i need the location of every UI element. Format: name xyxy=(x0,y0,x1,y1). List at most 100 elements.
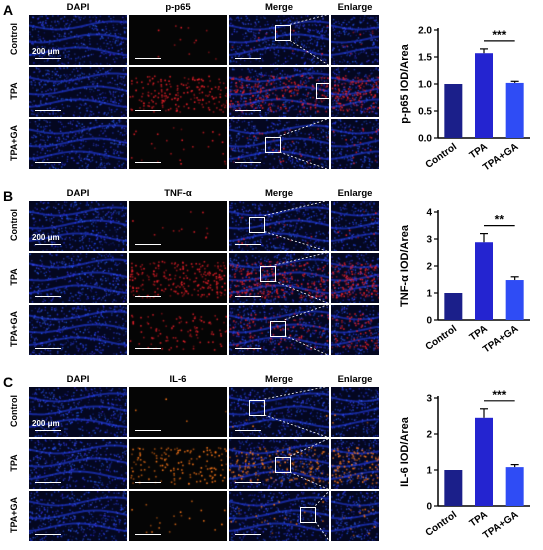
scale-bar xyxy=(235,243,261,245)
y-tick-label: 3 xyxy=(426,394,432,405)
y-tick-label: 4 xyxy=(426,208,432,219)
column-header: DAPI xyxy=(66,2,90,13)
column-header: Merge xyxy=(265,188,293,199)
column-header: DAPI xyxy=(66,374,90,385)
scale-bar xyxy=(35,109,61,111)
micrograph-tile: 200 μm xyxy=(28,14,128,66)
panel-letter: B xyxy=(3,188,14,204)
column-header: IL-6 xyxy=(169,374,187,385)
panel-letter: A xyxy=(3,2,14,18)
scale-bar xyxy=(35,243,61,245)
roi-box xyxy=(259,266,276,282)
panel-letter: C xyxy=(3,374,14,390)
scale-bar xyxy=(135,161,161,163)
scale-bar xyxy=(35,347,61,349)
scale-bar xyxy=(235,109,261,111)
bar xyxy=(475,242,493,320)
bar xyxy=(505,467,524,506)
micrograph-tile xyxy=(330,386,380,438)
micrograph-tile xyxy=(28,438,128,490)
micrograph-tile xyxy=(28,304,128,356)
y-tick-label: 3 xyxy=(426,235,432,246)
micrograph-tile xyxy=(128,490,228,542)
micrograph-tile xyxy=(228,66,330,118)
roi-box xyxy=(264,137,281,154)
y-tick-label: 0 xyxy=(426,502,432,513)
y-tick-label: 1.5 xyxy=(418,53,432,64)
scale-bar xyxy=(35,57,61,59)
micrograph-tile xyxy=(128,304,228,356)
significance-label: *** xyxy=(492,388,506,402)
scale-bar xyxy=(35,429,61,431)
significance-label: *** xyxy=(492,28,506,42)
roi-box xyxy=(300,506,317,523)
scale-bar xyxy=(235,533,261,535)
scale-bar-label: 200 μm xyxy=(32,233,60,242)
scale-bar xyxy=(135,57,161,59)
micrograph-tile xyxy=(128,386,228,438)
micrograph-tile xyxy=(128,252,228,304)
roi-box xyxy=(269,320,286,337)
column-header: Merge xyxy=(265,2,293,13)
scale-bar xyxy=(135,295,161,297)
y-tick-label: 0.0 xyxy=(418,134,432,145)
scale-bar xyxy=(135,429,161,431)
column-header: Enlarge xyxy=(337,2,373,13)
y-tick-label: 0.5 xyxy=(418,107,432,118)
y-tick-label: 1.0 xyxy=(418,80,432,91)
bar xyxy=(475,53,493,138)
scale-bar xyxy=(35,481,61,483)
bar xyxy=(444,470,463,506)
y-tick-label: 1 xyxy=(426,466,432,477)
y-tick-label: 2 xyxy=(426,430,432,441)
column-header: DAPI xyxy=(66,188,90,199)
micrograph-tile xyxy=(330,304,380,356)
y-tick-label: 2 xyxy=(426,262,432,273)
micrograph-tile xyxy=(28,118,128,170)
micrograph-tile xyxy=(330,14,380,66)
micrograph-tile xyxy=(128,438,228,490)
micrograph-tile xyxy=(28,252,128,304)
x-tick-label: Control xyxy=(424,509,460,539)
bar xyxy=(444,84,463,138)
scale-bar xyxy=(235,429,261,431)
column-header: Enlarge xyxy=(337,188,373,199)
y-axis-label: p-p65 IOD/Area xyxy=(399,43,411,123)
roi-box xyxy=(315,82,329,99)
bar xyxy=(475,417,493,506)
y-axis-label: TNF-α IOD/Area xyxy=(399,224,411,307)
bar xyxy=(505,82,524,138)
scale-bar xyxy=(135,109,161,111)
roi-box xyxy=(249,400,266,416)
y-tick-label: 1 xyxy=(426,289,432,300)
x-tick-label: TPA+GA xyxy=(481,509,520,541)
scale-bar xyxy=(235,347,261,349)
scale-bar xyxy=(235,161,261,163)
y-tick-label: 2.0 xyxy=(418,26,432,37)
scale-bar xyxy=(135,347,161,349)
scale-bar xyxy=(235,481,261,483)
y-tick-label: 0 xyxy=(426,316,432,327)
column-header: Enlarge xyxy=(337,374,373,385)
micrograph-tile xyxy=(330,200,380,252)
micrograph-tile xyxy=(330,438,380,490)
significance-label: ** xyxy=(495,213,505,227)
x-tick-label: TPA xyxy=(468,509,490,529)
micrograph-tile xyxy=(330,490,380,542)
column-header: p-p65 xyxy=(165,2,191,13)
micrograph-tile xyxy=(228,490,330,542)
micrograph-tile: 200 μm xyxy=(28,200,128,252)
micrograph-tile xyxy=(128,118,228,170)
micrograph-tile xyxy=(330,66,380,118)
scale-bar xyxy=(135,481,161,483)
roi-box xyxy=(249,216,266,233)
scale-bar xyxy=(135,243,161,245)
scale-bar xyxy=(235,295,261,297)
bar xyxy=(505,280,524,320)
micrograph-tile xyxy=(128,66,228,118)
micrograph-tile: 200 μm xyxy=(28,386,128,438)
micrograph-tile xyxy=(330,118,380,170)
scale-bar xyxy=(35,161,61,163)
